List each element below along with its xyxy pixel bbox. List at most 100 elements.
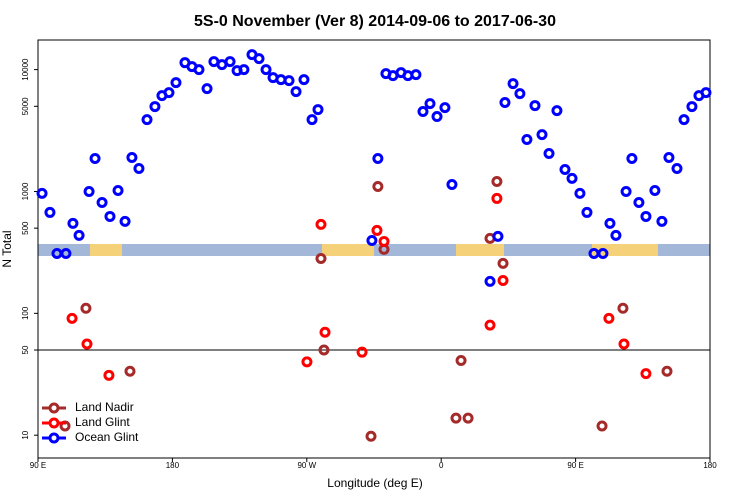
point — [301, 356, 313, 368]
point — [551, 105, 563, 117]
point — [356, 346, 368, 358]
point — [620, 185, 632, 197]
land-segments — [90, 244, 658, 256]
y-tick-label: 5000 — [21, 97, 30, 115]
point — [365, 430, 377, 442]
chart-title: 5S-0 November (Ver 8) 2014-09-06 to 2017… — [194, 13, 556, 30]
point — [319, 326, 331, 338]
point — [260, 64, 272, 76]
point — [521, 134, 533, 146]
x-tick-label: 180 — [703, 461, 717, 470]
point — [315, 218, 327, 230]
point — [298, 74, 310, 86]
point — [81, 338, 93, 350]
point — [283, 75, 295, 87]
legend-marker — [48, 402, 60, 414]
point — [431, 111, 443, 123]
point — [596, 420, 608, 432]
point — [484, 275, 496, 287]
point — [507, 78, 519, 90]
point — [686, 101, 698, 113]
y-tick-label: 100 — [21, 306, 30, 320]
plot-frame — [37, 39, 711, 459]
point — [119, 215, 131, 227]
point — [366, 235, 378, 247]
point — [497, 257, 509, 269]
point — [170, 77, 182, 89]
point — [462, 412, 474, 424]
point — [491, 192, 503, 204]
x-axis-label: Longitude (deg E) — [327, 476, 422, 490]
point — [424, 98, 436, 110]
point — [439, 102, 451, 114]
point — [149, 101, 161, 113]
x-tick-label: 90 W — [297, 461, 316, 470]
point — [112, 184, 124, 196]
legend-marker — [48, 432, 60, 444]
point — [604, 217, 616, 229]
point — [455, 355, 467, 367]
point — [67, 217, 79, 229]
legend-label: Ocean Glint — [75, 430, 139, 444]
y-tick-label: 500 — [21, 221, 30, 235]
point — [610, 229, 622, 241]
point — [640, 368, 652, 380]
point — [491, 175, 503, 187]
point — [543, 147, 555, 159]
point — [626, 153, 638, 165]
point — [80, 302, 92, 314]
point — [193, 64, 205, 76]
point — [446, 179, 458, 191]
point — [89, 153, 101, 165]
point — [574, 187, 586, 199]
point — [36, 187, 48, 199]
point — [617, 302, 629, 314]
point — [603, 312, 615, 324]
point — [83, 185, 95, 197]
point — [318, 344, 330, 356]
x-tick-label: 90 E — [567, 461, 583, 470]
point — [559, 164, 571, 176]
y-tick-label: 10000 — [21, 58, 30, 81]
point — [306, 114, 318, 126]
point — [661, 365, 673, 377]
point — [656, 215, 668, 227]
x-tick-label: 90 E — [30, 461, 46, 470]
x-tick-label: 180 — [166, 461, 180, 470]
point — [163, 87, 175, 99]
y-tick-label: 10 — [21, 430, 30, 439]
point — [663, 152, 675, 164]
point — [372, 153, 384, 165]
point — [581, 206, 593, 218]
point — [312, 104, 324, 116]
point — [96, 197, 108, 209]
point — [671, 162, 683, 174]
point — [678, 114, 690, 126]
point — [484, 319, 496, 331]
point — [66, 312, 78, 324]
point — [238, 64, 250, 76]
point — [315, 252, 327, 264]
point — [497, 274, 509, 286]
y-axis-label: N Total — [0, 230, 14, 267]
point — [253, 53, 265, 65]
point — [103, 369, 115, 381]
point — [126, 152, 138, 164]
point — [649, 184, 661, 196]
point — [124, 365, 136, 377]
point — [224, 56, 236, 68]
y-tick-label: 1000 — [21, 182, 30, 200]
point — [492, 230, 504, 242]
point — [450, 412, 462, 424]
point — [514, 88, 526, 100]
point — [371, 224, 383, 236]
point — [73, 229, 85, 241]
point — [133, 162, 145, 174]
point — [529, 100, 541, 112]
legend-label: Land Glint — [75, 415, 130, 429]
point — [104, 210, 116, 222]
point — [499, 97, 511, 109]
y-tick-label: 50 — [21, 345, 30, 354]
point — [417, 106, 429, 118]
